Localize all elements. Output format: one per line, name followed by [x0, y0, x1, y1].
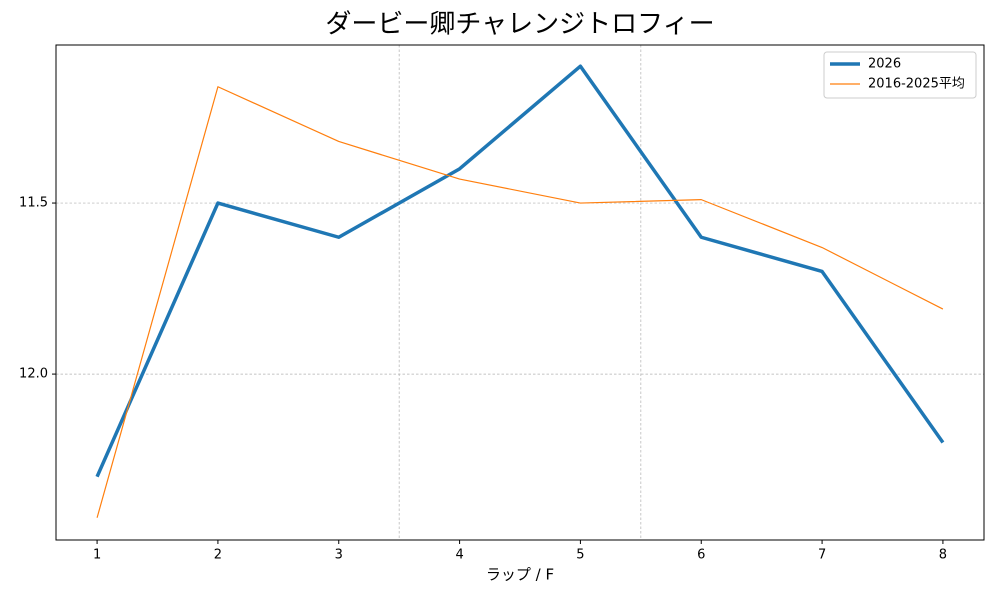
series-line — [96, 86, 944, 518]
plot-frame — [55, 44, 985, 541]
x-tick-label: 6 — [697, 548, 705, 563]
x-axis-label: ラップ / F — [486, 566, 554, 584]
legend-label: 2026 — [868, 57, 901, 72]
series-line — [95, 64, 945, 478]
legend-box — [823, 51, 977, 99]
x-tick-label: 3 — [335, 548, 343, 563]
x-tick-label: 8 — [939, 548, 947, 563]
x-tick-label: 7 — [818, 548, 826, 563]
y-tick-label: 11.5 — [19, 196, 48, 211]
legend: 2026 2016-2025平均 — [823, 51, 977, 99]
legend-label: 2016-2025平均 — [868, 77, 965, 92]
x-tick-label: 2 — [214, 548, 222, 563]
x-tick-label: 5 — [576, 548, 584, 563]
chart-title: ダービー卿チャレンジトロフィー — [325, 10, 714, 40]
x-tick-label: 4 — [455, 548, 463, 563]
x-tick-label: 1 — [93, 548, 101, 563]
y-tick-label: 12.0 — [19, 367, 48, 382]
